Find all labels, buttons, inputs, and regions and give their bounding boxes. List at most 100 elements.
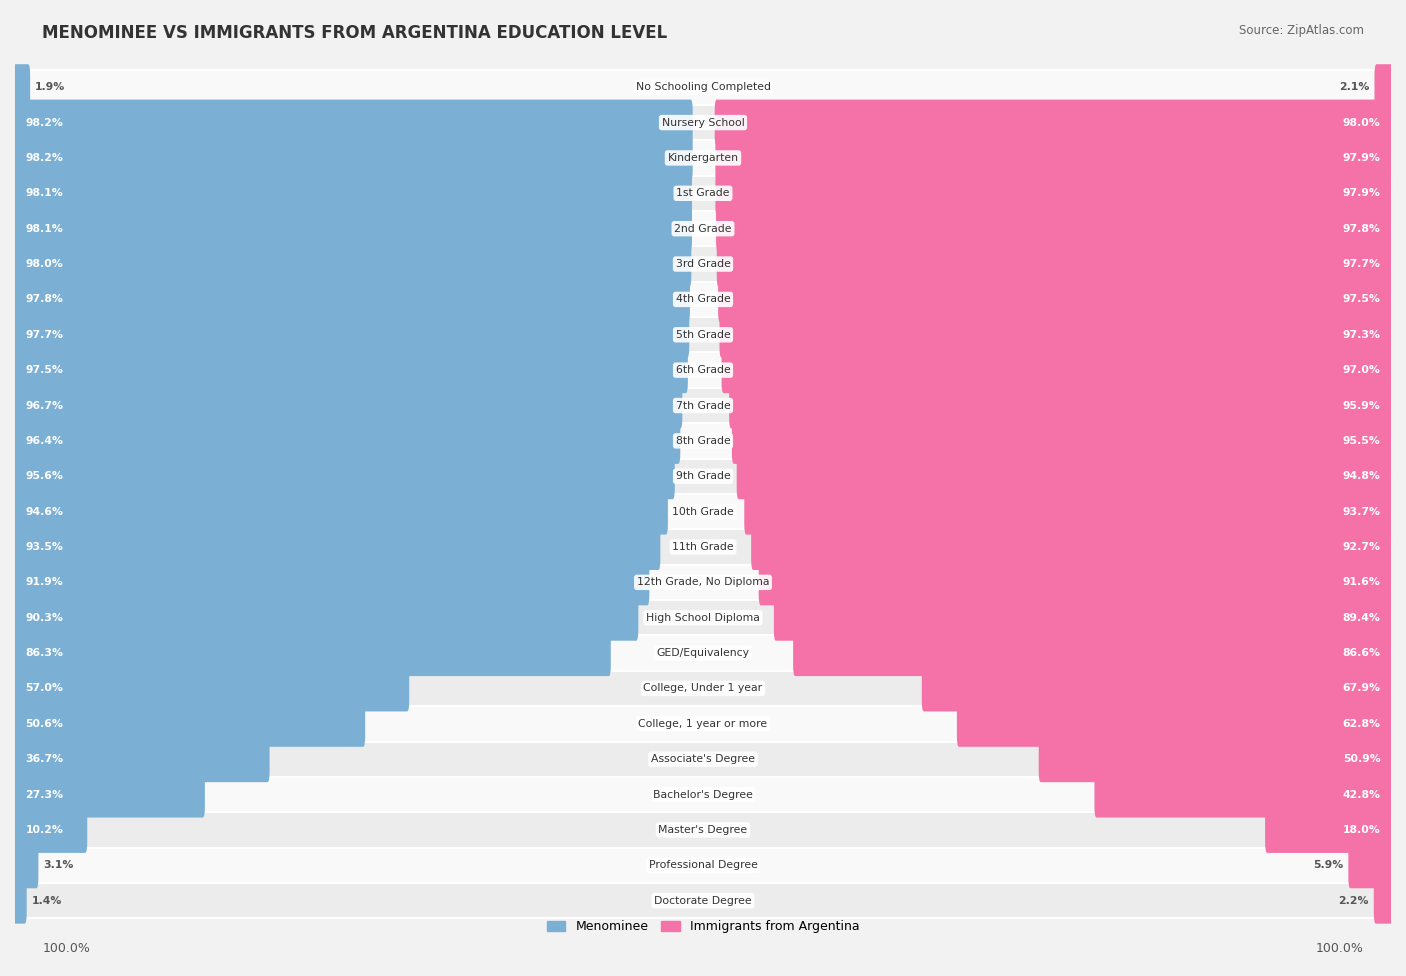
FancyBboxPatch shape (13, 64, 30, 110)
FancyBboxPatch shape (13, 594, 638, 640)
FancyBboxPatch shape (737, 453, 1393, 500)
Text: 91.9%: 91.9% (25, 578, 63, 588)
FancyBboxPatch shape (13, 559, 650, 605)
Text: 97.7%: 97.7% (25, 330, 63, 340)
Text: 11th Grade: 11th Grade (672, 542, 734, 552)
Text: 95.9%: 95.9% (1343, 400, 1381, 411)
Text: Bachelor's Degree: Bachelor's Degree (652, 790, 754, 799)
Text: 1st Grade: 1st Grade (676, 188, 730, 198)
Text: 97.7%: 97.7% (1343, 259, 1381, 269)
Text: 97.8%: 97.8% (25, 295, 63, 305)
FancyBboxPatch shape (773, 594, 1393, 640)
Text: 91.6%: 91.6% (1343, 578, 1381, 588)
FancyBboxPatch shape (13, 276, 690, 322)
Text: 98.0%: 98.0% (1343, 117, 1381, 128)
Text: 93.5%: 93.5% (25, 542, 63, 552)
Bar (15, 387, 1391, 424)
Text: 50.9%: 50.9% (1343, 754, 1381, 764)
Text: 98.1%: 98.1% (25, 224, 63, 233)
Text: 98.2%: 98.2% (25, 153, 63, 163)
FancyBboxPatch shape (1348, 842, 1393, 888)
FancyBboxPatch shape (1375, 64, 1393, 110)
FancyBboxPatch shape (759, 559, 1393, 605)
FancyBboxPatch shape (13, 171, 692, 217)
Text: 98.2%: 98.2% (25, 117, 63, 128)
Text: 12th Grade, No Diploma: 12th Grade, No Diploma (637, 578, 769, 588)
Bar (15, 494, 1391, 529)
FancyBboxPatch shape (793, 630, 1393, 676)
Text: 2nd Grade: 2nd Grade (675, 224, 731, 233)
Text: 97.3%: 97.3% (1343, 330, 1381, 340)
FancyBboxPatch shape (721, 347, 1393, 393)
FancyBboxPatch shape (13, 241, 692, 287)
Bar (15, 176, 1391, 211)
Text: No Schooling Completed: No Schooling Completed (636, 82, 770, 92)
Text: 96.7%: 96.7% (25, 400, 63, 411)
Bar (15, 812, 1391, 847)
FancyBboxPatch shape (716, 171, 1393, 217)
Text: 18.0%: 18.0% (1343, 825, 1381, 834)
FancyBboxPatch shape (13, 347, 688, 393)
FancyBboxPatch shape (13, 311, 689, 358)
FancyBboxPatch shape (714, 100, 1393, 145)
Text: 86.3%: 86.3% (25, 648, 63, 658)
FancyBboxPatch shape (957, 701, 1393, 747)
Text: Doctorate Degree: Doctorate Degree (654, 896, 752, 906)
FancyBboxPatch shape (730, 383, 1393, 428)
Bar (15, 707, 1391, 742)
FancyBboxPatch shape (13, 877, 27, 923)
Text: 97.9%: 97.9% (1343, 188, 1381, 198)
Text: Kindergarten: Kindergarten (668, 153, 738, 163)
FancyBboxPatch shape (13, 524, 661, 570)
Text: 7th Grade: 7th Grade (676, 400, 730, 411)
Text: 5.9%: 5.9% (1313, 860, 1344, 871)
Text: 2.1%: 2.1% (1340, 82, 1369, 92)
Text: College, 1 year or more: College, 1 year or more (638, 718, 768, 729)
Text: 42.8%: 42.8% (1343, 790, 1381, 799)
Bar (15, 246, 1391, 282)
FancyBboxPatch shape (13, 630, 610, 676)
Text: 89.4%: 89.4% (1343, 613, 1381, 623)
Text: 10th Grade: 10th Grade (672, 507, 734, 516)
Text: 96.4%: 96.4% (25, 436, 63, 446)
Bar (15, 565, 1391, 600)
FancyBboxPatch shape (13, 489, 668, 535)
Text: College, Under 1 year: College, Under 1 year (644, 683, 762, 694)
Text: 36.7%: 36.7% (25, 754, 63, 764)
Text: 95.5%: 95.5% (1343, 436, 1381, 446)
FancyBboxPatch shape (1265, 807, 1393, 853)
Text: Nursery School: Nursery School (662, 117, 744, 128)
Bar (15, 600, 1391, 635)
FancyBboxPatch shape (716, 135, 1393, 181)
FancyBboxPatch shape (13, 453, 675, 500)
Text: 2.2%: 2.2% (1339, 896, 1369, 906)
FancyBboxPatch shape (716, 206, 1393, 252)
FancyBboxPatch shape (13, 206, 692, 252)
Text: 97.9%: 97.9% (1343, 153, 1381, 163)
Text: Associate's Degree: Associate's Degree (651, 754, 755, 764)
Text: 86.6%: 86.6% (1343, 648, 1381, 658)
FancyBboxPatch shape (13, 666, 409, 712)
Text: Professional Degree: Professional Degree (648, 860, 758, 871)
FancyBboxPatch shape (751, 524, 1393, 570)
Text: 6th Grade: 6th Grade (676, 365, 730, 375)
Bar (15, 529, 1391, 565)
Bar (15, 847, 1391, 883)
Text: 67.9%: 67.9% (1343, 683, 1381, 694)
FancyBboxPatch shape (13, 807, 87, 853)
Text: 97.8%: 97.8% (1343, 224, 1381, 233)
Text: Master's Degree: Master's Degree (658, 825, 748, 834)
Text: 1.9%: 1.9% (35, 82, 65, 92)
FancyBboxPatch shape (13, 383, 682, 428)
Text: 95.6%: 95.6% (25, 471, 63, 481)
Text: 8th Grade: 8th Grade (676, 436, 730, 446)
Text: 9th Grade: 9th Grade (676, 471, 730, 481)
Text: 5th Grade: 5th Grade (676, 330, 730, 340)
FancyBboxPatch shape (733, 418, 1393, 464)
Bar (15, 211, 1391, 246)
Bar (15, 635, 1391, 671)
Text: 98.1%: 98.1% (25, 188, 63, 198)
Legend: Menominee, Immigrants from Argentina: Menominee, Immigrants from Argentina (547, 920, 859, 933)
FancyBboxPatch shape (13, 701, 366, 747)
FancyBboxPatch shape (1374, 877, 1393, 923)
